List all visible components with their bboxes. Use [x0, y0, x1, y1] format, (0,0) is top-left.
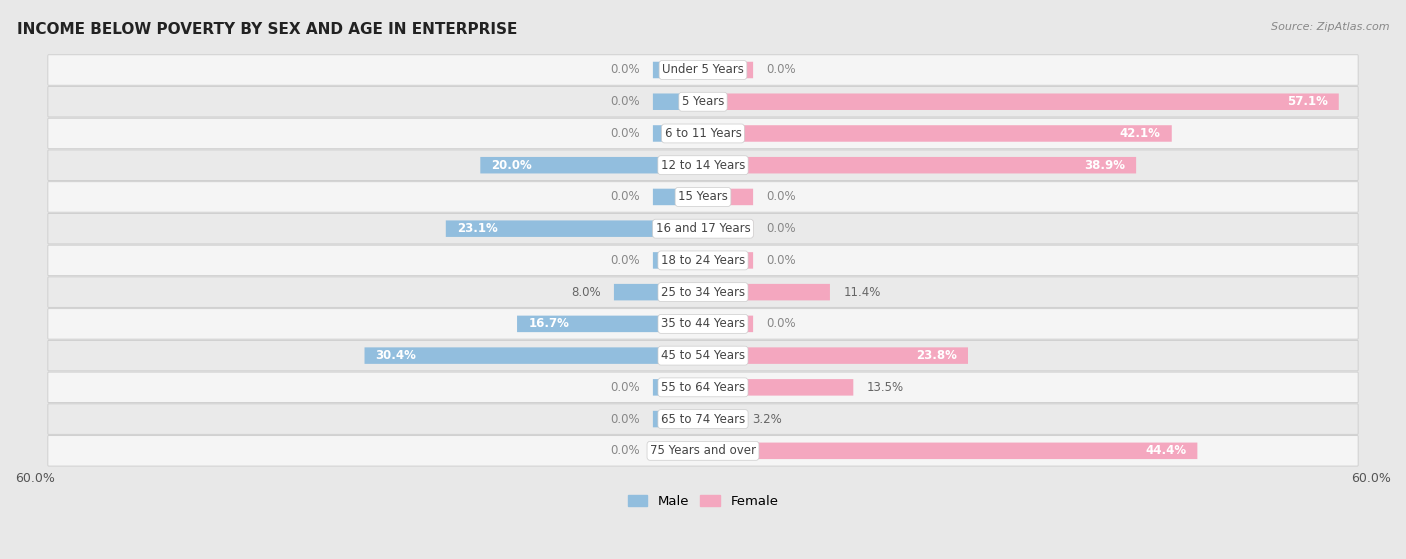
FancyBboxPatch shape [703, 443, 1198, 459]
FancyBboxPatch shape [48, 55, 1358, 85]
FancyBboxPatch shape [703, 316, 754, 332]
Legend: Male, Female: Male, Female [623, 490, 783, 514]
Text: 23.8%: 23.8% [915, 349, 957, 362]
FancyBboxPatch shape [48, 87, 1358, 117]
FancyBboxPatch shape [703, 157, 1136, 173]
Text: 0.0%: 0.0% [610, 127, 640, 140]
FancyBboxPatch shape [652, 252, 703, 269]
Text: 6 to 11 Years: 6 to 11 Years [665, 127, 741, 140]
Text: 0.0%: 0.0% [610, 413, 640, 425]
Text: 11.4%: 11.4% [844, 286, 880, 299]
Text: 45 to 54 Years: 45 to 54 Years [661, 349, 745, 362]
Text: 3.2%: 3.2% [752, 413, 782, 425]
Text: INCOME BELOW POVERTY BY SEX AND AGE IN ENTERPRISE: INCOME BELOW POVERTY BY SEX AND AGE IN E… [17, 22, 517, 37]
Text: Source: ZipAtlas.com: Source: ZipAtlas.com [1271, 22, 1389, 32]
FancyBboxPatch shape [703, 125, 1171, 142]
Text: 57.1%: 57.1% [1286, 95, 1327, 108]
Text: 25 to 34 Years: 25 to 34 Years [661, 286, 745, 299]
FancyBboxPatch shape [703, 61, 754, 78]
Text: 0.0%: 0.0% [610, 95, 640, 108]
Text: 38.9%: 38.9% [1084, 159, 1125, 172]
FancyBboxPatch shape [703, 284, 830, 300]
Text: 0.0%: 0.0% [766, 64, 796, 77]
Text: 35 to 44 Years: 35 to 44 Years [661, 318, 745, 330]
FancyBboxPatch shape [48, 150, 1358, 181]
FancyBboxPatch shape [48, 309, 1358, 339]
Text: 44.4%: 44.4% [1144, 444, 1187, 457]
FancyBboxPatch shape [48, 119, 1358, 149]
Text: 55 to 64 Years: 55 to 64 Years [661, 381, 745, 394]
FancyBboxPatch shape [48, 245, 1358, 276]
Text: 0.0%: 0.0% [766, 191, 796, 203]
FancyBboxPatch shape [703, 252, 754, 269]
Text: 20.0%: 20.0% [492, 159, 533, 172]
FancyBboxPatch shape [481, 157, 703, 173]
Text: 16 and 17 Years: 16 and 17 Years [655, 222, 751, 235]
FancyBboxPatch shape [703, 93, 1339, 110]
Text: 0.0%: 0.0% [610, 381, 640, 394]
FancyBboxPatch shape [48, 404, 1358, 434]
FancyBboxPatch shape [703, 347, 967, 364]
FancyBboxPatch shape [703, 220, 754, 237]
FancyBboxPatch shape [652, 189, 703, 205]
Text: 23.1%: 23.1% [457, 222, 498, 235]
FancyBboxPatch shape [48, 340, 1358, 371]
FancyBboxPatch shape [652, 93, 703, 110]
Text: 0.0%: 0.0% [610, 254, 640, 267]
FancyBboxPatch shape [614, 284, 703, 300]
FancyBboxPatch shape [48, 214, 1358, 244]
FancyBboxPatch shape [517, 316, 703, 332]
Text: 42.1%: 42.1% [1119, 127, 1160, 140]
Text: 0.0%: 0.0% [610, 64, 640, 77]
FancyBboxPatch shape [48, 372, 1358, 402]
Text: 12 to 14 Years: 12 to 14 Years [661, 159, 745, 172]
Text: 8.0%: 8.0% [571, 286, 600, 299]
Text: 30.4%: 30.4% [375, 349, 416, 362]
FancyBboxPatch shape [446, 220, 703, 237]
FancyBboxPatch shape [652, 443, 703, 459]
Text: 65 to 74 Years: 65 to 74 Years [661, 413, 745, 425]
Text: 0.0%: 0.0% [610, 444, 640, 457]
Text: 0.0%: 0.0% [766, 318, 796, 330]
Text: 0.0%: 0.0% [766, 222, 796, 235]
Text: Under 5 Years: Under 5 Years [662, 64, 744, 77]
FancyBboxPatch shape [703, 411, 738, 427]
FancyBboxPatch shape [652, 411, 703, 427]
FancyBboxPatch shape [703, 189, 754, 205]
FancyBboxPatch shape [48, 435, 1358, 466]
FancyBboxPatch shape [652, 61, 703, 78]
Text: 0.0%: 0.0% [610, 191, 640, 203]
Text: 0.0%: 0.0% [766, 254, 796, 267]
FancyBboxPatch shape [652, 379, 703, 396]
Text: 15 Years: 15 Years [678, 191, 728, 203]
Text: 75 Years and over: 75 Years and over [650, 444, 756, 457]
FancyBboxPatch shape [48, 277, 1358, 307]
Text: 16.7%: 16.7% [529, 318, 569, 330]
FancyBboxPatch shape [48, 182, 1358, 212]
FancyBboxPatch shape [364, 347, 703, 364]
Text: 18 to 24 Years: 18 to 24 Years [661, 254, 745, 267]
Text: 13.5%: 13.5% [866, 381, 904, 394]
FancyBboxPatch shape [652, 125, 703, 142]
FancyBboxPatch shape [703, 379, 853, 396]
Text: 5 Years: 5 Years [682, 95, 724, 108]
